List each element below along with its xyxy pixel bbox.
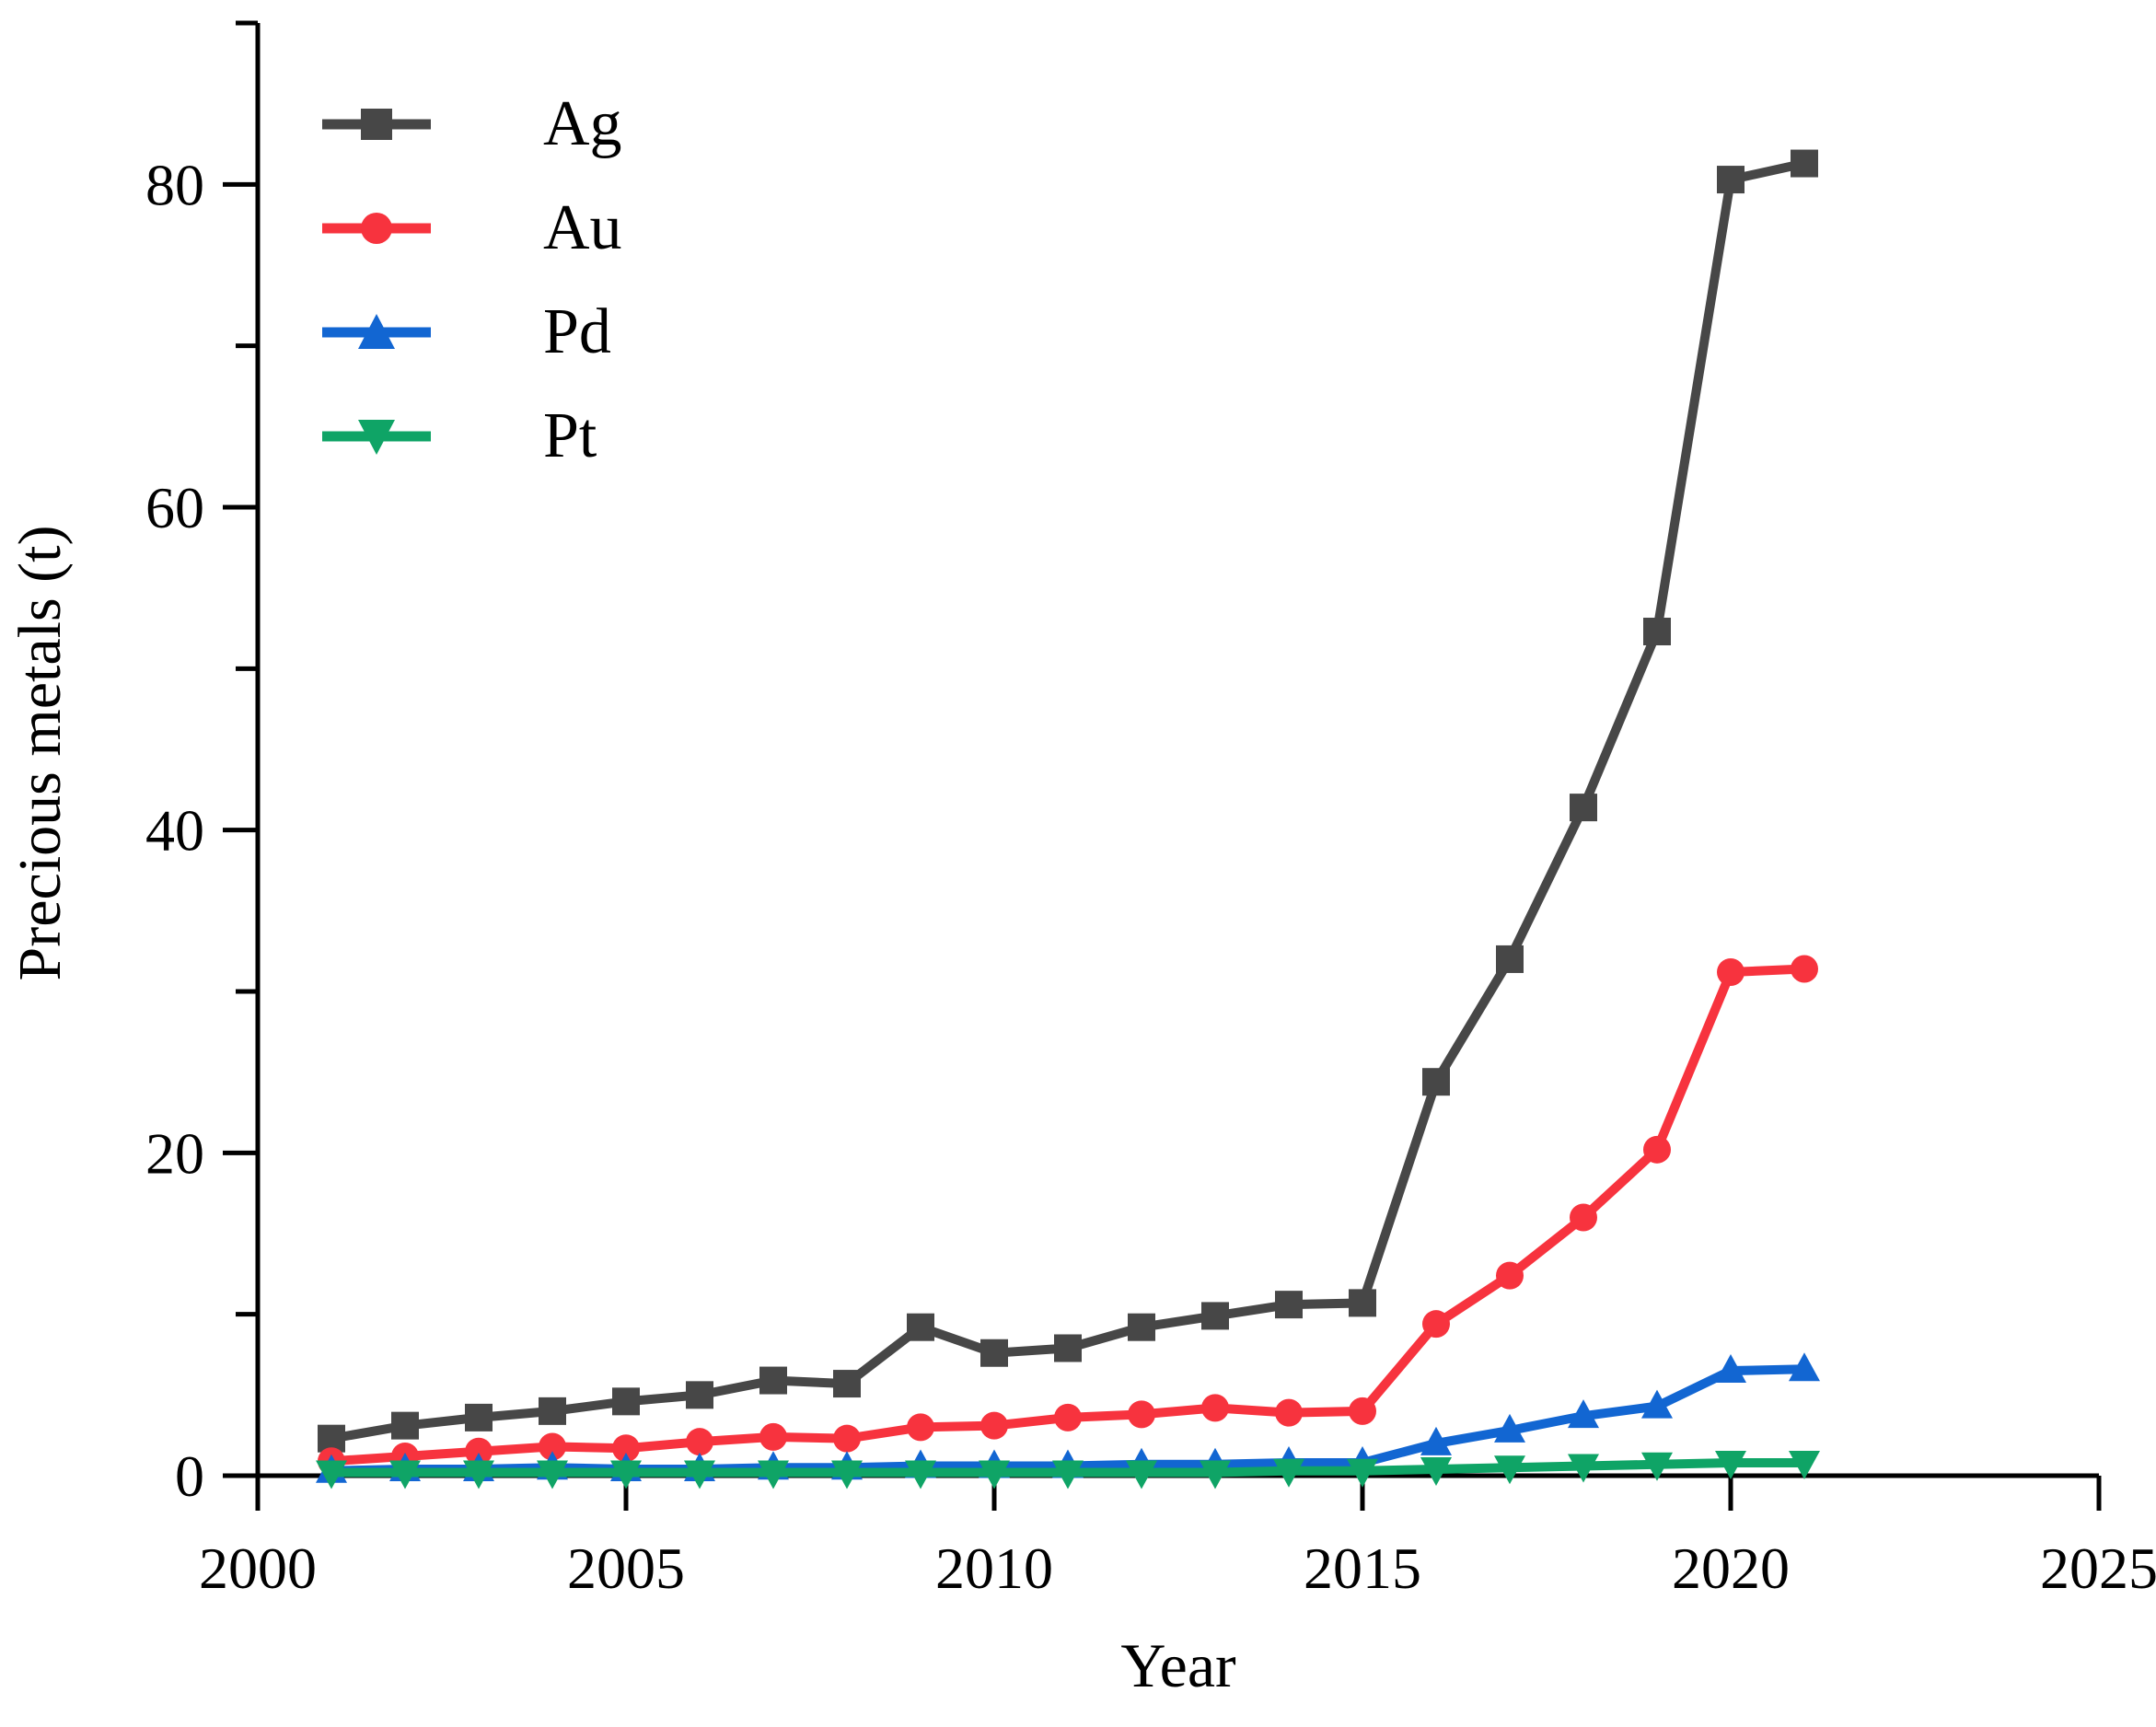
series-ag-2016-marker xyxy=(1422,1068,1450,1096)
series-au-2014-marker xyxy=(1275,1398,1303,1427)
series-ag-2007-marker xyxy=(759,1366,787,1395)
series-pt-2001-marker xyxy=(316,1460,347,1489)
ag-line-marker-icon xyxy=(322,108,431,140)
legend-label-ag: Ag xyxy=(543,87,622,159)
series-au-2016-marker xyxy=(1422,1310,1450,1339)
series-ag-2018-marker xyxy=(1570,794,1597,822)
y-tick-label-60: 60 xyxy=(145,475,204,540)
y-tick-label-20: 20 xyxy=(145,1120,204,1186)
series-au-2021-marker xyxy=(1791,955,1818,983)
series-au-2010-marker xyxy=(980,1411,1008,1440)
series-pt-2021-marker xyxy=(1789,1450,1820,1479)
series-ag-2012-marker xyxy=(1128,1313,1155,1341)
legend-label-au: Au xyxy=(543,191,622,263)
series-pt-2018-marker xyxy=(1568,1454,1599,1483)
legend-marker-pd xyxy=(358,313,395,349)
series-ag-2019-marker xyxy=(1643,618,1671,646)
legend-label-pt: Pt xyxy=(543,400,597,471)
series-pt-2015-marker xyxy=(1347,1458,1378,1488)
x-tick-label-2010: 2010 xyxy=(935,1536,1053,1601)
series-au-2009-marker xyxy=(907,1413,934,1442)
legend-item-pd: Pd xyxy=(322,280,622,384)
series-pt-2005-marker xyxy=(610,1460,642,1489)
series-pt-2011-marker xyxy=(1052,1460,1084,1489)
series-au-2011-marker xyxy=(1054,1403,1082,1431)
legend-marker-au xyxy=(361,212,392,244)
series-ag-2017-marker xyxy=(1496,945,1524,973)
series-au-2019-marker xyxy=(1643,1135,1671,1164)
legend-item-pt: Pt xyxy=(322,384,622,488)
series-ag-2002-marker xyxy=(391,1411,419,1440)
series-pt-2002-marker xyxy=(389,1460,421,1489)
y-tick-label-0: 0 xyxy=(175,1443,204,1509)
series-ag-2014-marker xyxy=(1275,1291,1303,1319)
series-pt-2019-marker xyxy=(1641,1452,1673,1481)
series-pt-2010-marker xyxy=(979,1460,1010,1489)
series-au-2013-marker xyxy=(1201,1394,1229,1422)
x-axis-title: Year xyxy=(1120,1630,1236,1700)
series-au-2003-marker xyxy=(465,1437,493,1466)
series-ag-2015-marker xyxy=(1349,1289,1376,1317)
series-pt-2004-marker xyxy=(537,1460,568,1489)
au-line-marker-icon xyxy=(322,212,431,244)
series-ag-2021-marker xyxy=(1791,149,1818,178)
legend-marker-ag xyxy=(361,108,392,140)
series-ag-2010-marker xyxy=(980,1339,1008,1367)
x-tick-label-2020: 2020 xyxy=(1672,1536,1790,1601)
series-au-2006-marker xyxy=(686,1428,713,1456)
series-ag-2003-marker xyxy=(465,1403,493,1431)
series-ag-2011-marker xyxy=(1054,1334,1082,1362)
y-tick-label-40: 40 xyxy=(145,798,204,864)
x-tick-label-2015: 2015 xyxy=(1304,1536,1421,1601)
series-pd-2021-marker xyxy=(1789,1352,1820,1382)
series-ag-2020-marker xyxy=(1717,166,1745,194)
series-au-2007-marker xyxy=(759,1422,787,1451)
pd-line-marker-icon xyxy=(322,313,431,349)
series-ag-2005-marker xyxy=(612,1387,640,1416)
series-pt-2008-marker xyxy=(831,1460,863,1489)
series-pd-2016-marker xyxy=(1420,1426,1452,1455)
series-ag-2013-marker xyxy=(1201,1302,1229,1330)
x-tick-label-2000: 2000 xyxy=(199,1536,317,1601)
series-ag-2006-marker xyxy=(686,1381,713,1409)
series-pd-2018-marker xyxy=(1568,1399,1599,1429)
legend-marker-pt xyxy=(358,419,395,455)
x-tick-label-2025: 2025 xyxy=(2040,1536,2156,1601)
series-ag-2009-marker xyxy=(907,1313,934,1341)
series-pt-2016-marker xyxy=(1420,1456,1452,1486)
series-au-2004-marker xyxy=(539,1432,566,1461)
series-ag-2008-marker xyxy=(833,1370,861,1398)
series-pt-2017-marker xyxy=(1494,1455,1525,1485)
y-axis-title: Precious metals (t) xyxy=(6,525,74,981)
series-au-2018-marker xyxy=(1570,1203,1597,1232)
series-ag-2004-marker xyxy=(539,1397,566,1425)
series-au-2020-marker xyxy=(1717,957,1745,986)
series-pt-2013-marker xyxy=(1200,1460,1231,1489)
series-au-2015-marker xyxy=(1349,1397,1376,1425)
series-au-2017-marker xyxy=(1496,1261,1524,1290)
series-pt-2009-marker xyxy=(905,1460,936,1489)
pt-line-marker-icon xyxy=(322,419,431,455)
series-pd-2019-marker xyxy=(1641,1389,1673,1419)
series-pt-2014-marker xyxy=(1273,1458,1304,1488)
series-pt-2007-marker xyxy=(758,1460,789,1489)
x-tick-label-2005: 2005 xyxy=(567,1536,685,1601)
series-pt-2020-marker xyxy=(1715,1450,1746,1479)
series-pt-2006-marker xyxy=(684,1460,715,1489)
series-pd-2020-marker xyxy=(1715,1354,1746,1384)
y-tick-label-80: 80 xyxy=(145,152,204,217)
series-au-2012-marker xyxy=(1128,1400,1155,1429)
series-pt-2012-marker xyxy=(1126,1460,1157,1489)
legend-item-ag: Ag xyxy=(322,72,622,176)
series-au-2005-marker xyxy=(612,1434,640,1463)
legend-label-pd: Pd xyxy=(543,296,611,367)
legend-item-au: Au xyxy=(322,176,622,280)
series-pd-2017-marker xyxy=(1494,1413,1525,1443)
series-au-2008-marker xyxy=(833,1424,861,1453)
legend: Ag Au Pd Pt xyxy=(322,72,622,488)
series-pt-2003-marker xyxy=(463,1460,494,1489)
